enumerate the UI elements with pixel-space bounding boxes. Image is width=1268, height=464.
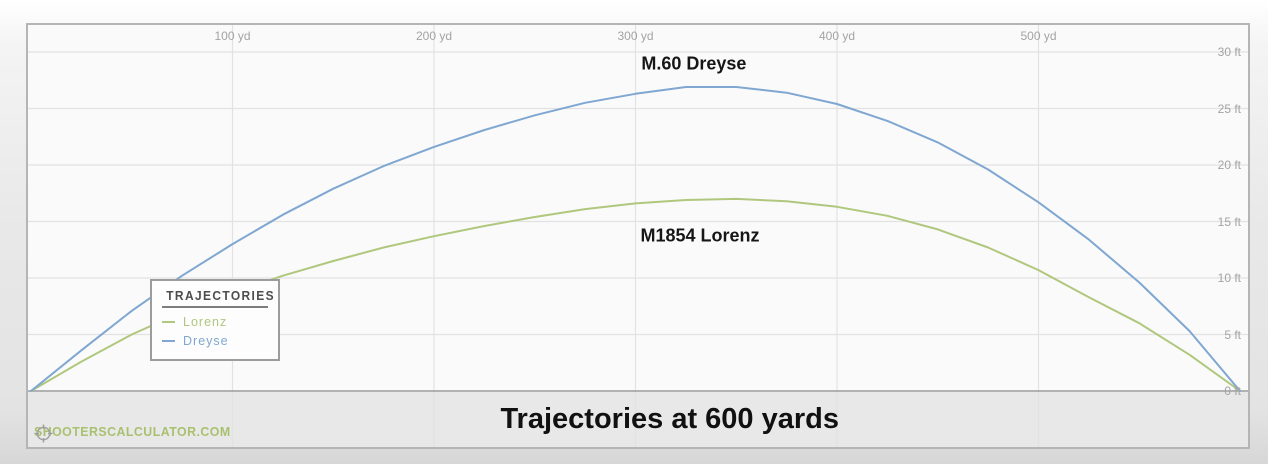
dreyse-line-swatch [162, 340, 175, 342]
watermark-text: SHOOTERSCALCULATOR.COM [34, 424, 231, 439]
x-tick-label: 400 yd [818, 29, 856, 43]
x-tick-label: 200 yd [415, 29, 453, 43]
annotation-lorenz: M1854 Lorenz [640, 225, 760, 246]
trajectory-chart: 100 yd 200 yd 300 yd 400 yd 500 yd 0 ft 5 ft 1… [26, 23, 1250, 449]
x-tick-label: 100 yd [214, 29, 251, 43]
y-tick-label: 15 ft [1217, 214, 1241, 229]
x-tick-label: 500 yd [1020, 29, 1057, 43]
legend-title: TRAJECTORIES [166, 288, 275, 303]
y-tick-label: 0 ft [1224, 384, 1241, 398]
legend-label-dreyse: Dreyse [183, 334, 229, 348]
y-tick-label: 10 ft [1217, 271, 1241, 285]
legend-item-lorenz: Lorenz [162, 315, 268, 329]
legend-box: TRAJECTORIES Lorenz Dreyse [150, 279, 280, 361]
lorenz-line-swatch [162, 321, 175, 323]
y-tick-label: 5 ft [1224, 327, 1241, 342]
chart-title: Trajectories at 600 yards [500, 403, 839, 435]
legend-label-lorenz: Lorenz [183, 315, 228, 329]
annotation-dreyse: M.60 Dreyse [641, 53, 747, 74]
title-band [28, 392, 1248, 447]
legend-item-dreyse: Dreyse [162, 334, 268, 348]
y-tick-label: 25 ft [1217, 101, 1241, 116]
plot-canvas [28, 25, 1248, 447]
y-tick-label: 20 ft [1217, 158, 1241, 172]
crosshair-icon [34, 424, 53, 443]
watermark: SHOOTERSCALCULATOR.COM [34, 424, 241, 443]
y-tick-label: 30 ft [1217, 45, 1241, 59]
legend-divider [162, 306, 268, 308]
curve-dreyse [30, 86, 1241, 392]
x-tick-label: 300 yd [617, 29, 654, 43]
